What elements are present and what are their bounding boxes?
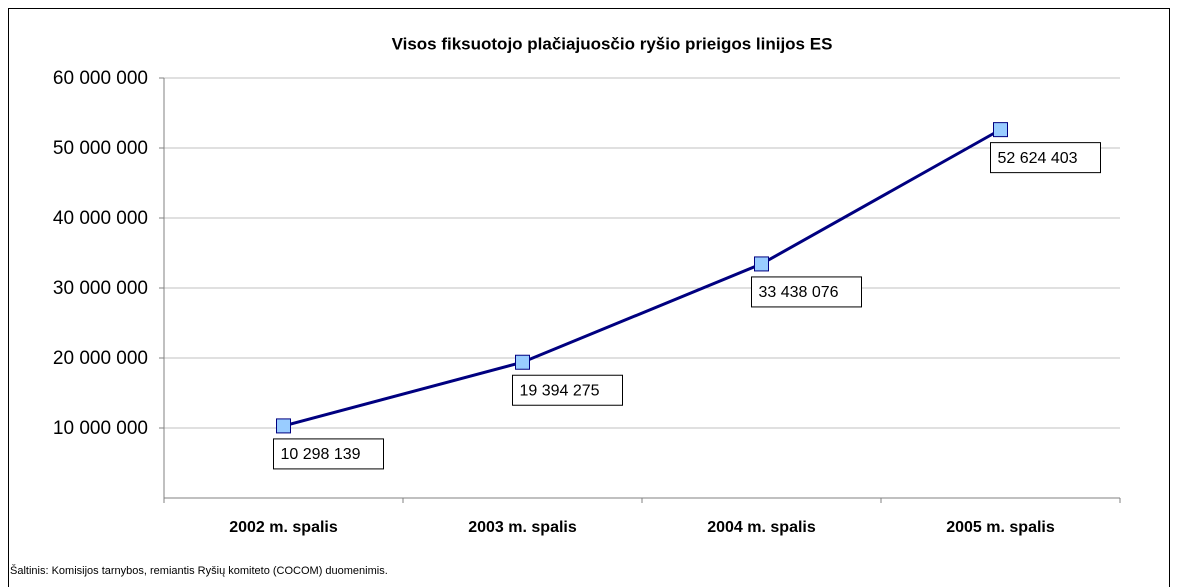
value-label: 10 298 139: [281, 446, 361, 463]
y-tick-label: 60 000 000: [53, 68, 148, 89]
value-label-box: [990, 142, 1101, 174]
source-note: Šaltinis: Komisijos tarnybos, remiantis …: [10, 564, 388, 577]
value-label-box: [512, 374, 623, 406]
value-label: 19 394 275: [520, 382, 600, 399]
y-tick-label: 20 000 000: [53, 348, 148, 369]
x-tick-label: 2005 m. spalis: [946, 519, 1055, 536]
y-tick-label: 50 000 000: [53, 138, 148, 159]
value-label: 52 624 403: [998, 150, 1078, 167]
x-tick-label: 2004 m. spalis: [707, 519, 816, 536]
y-tick-label: 30 000 000: [53, 278, 148, 299]
y-tick-label: 40 000 000: [53, 208, 148, 229]
marker: [993, 122, 1008, 138]
marker: [754, 256, 769, 272]
y-tick-label: 10 000 000: [53, 418, 148, 439]
marker: [515, 354, 530, 370]
chart-title: Visos fiksuotojo plačiajuosčio ryšio pri…: [392, 34, 833, 53]
value-label-box: [751, 276, 862, 308]
value-label: 33 438 076: [759, 284, 839, 301]
chart-frame: [8, 8, 1170, 587]
value-label-box: [273, 438, 384, 470]
marker: [276, 418, 291, 434]
x-tick-label: 2003 m. spalis: [468, 519, 577, 536]
series-line: [283, 128, 1002, 428]
x-tick-label: 2002 m. spalis: [229, 519, 338, 536]
